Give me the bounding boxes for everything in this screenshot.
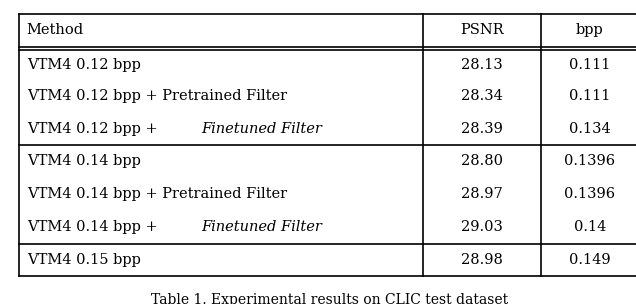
Text: 28.98: 28.98 (461, 253, 502, 267)
Text: Table 1. Experimental results on CLIC test dataset: Table 1. Experimental results on CLIC te… (151, 293, 508, 304)
Text: 0.134: 0.134 (569, 122, 611, 136)
Text: 0.14: 0.14 (574, 220, 606, 234)
Text: VTM4 0.12 bpp: VTM4 0.12 bpp (27, 58, 141, 72)
Text: 28.13: 28.13 (461, 58, 502, 72)
Text: VTM4 0.12 bpp + Pretrained Filter: VTM4 0.12 bpp + Pretrained Filter (27, 89, 287, 103)
Text: 0.1396: 0.1396 (564, 187, 616, 201)
Text: 28.39: 28.39 (461, 122, 502, 136)
Text: PSNR: PSNR (460, 23, 504, 37)
Text: VTM4 0.15 bpp: VTM4 0.15 bpp (27, 253, 141, 267)
Text: 29.03: 29.03 (461, 220, 502, 234)
Text: VTM4 0.14 bpp: VTM4 0.14 bpp (27, 154, 141, 168)
Text: 28.80: 28.80 (460, 154, 503, 168)
Text: bpp: bpp (576, 23, 604, 37)
Text: 0.111: 0.111 (569, 58, 611, 72)
Text: VTM4 0.14 bpp + Pretrained Filter: VTM4 0.14 bpp + Pretrained Filter (27, 187, 287, 201)
Text: Method: Method (27, 23, 84, 37)
Text: VTM4 0.12 bpp +: VTM4 0.12 bpp + (27, 122, 162, 136)
Text: Finetuned Filter: Finetuned Filter (201, 122, 322, 136)
Text: 0.1396: 0.1396 (564, 154, 616, 168)
Text: 0.149: 0.149 (569, 253, 611, 267)
Text: Finetuned Filter: Finetuned Filter (201, 220, 322, 234)
Text: 28.34: 28.34 (461, 89, 502, 103)
Text: VTM4 0.14 bpp +: VTM4 0.14 bpp + (27, 220, 162, 234)
Text: 28.97: 28.97 (461, 187, 502, 201)
Text: 0.111: 0.111 (569, 89, 611, 103)
